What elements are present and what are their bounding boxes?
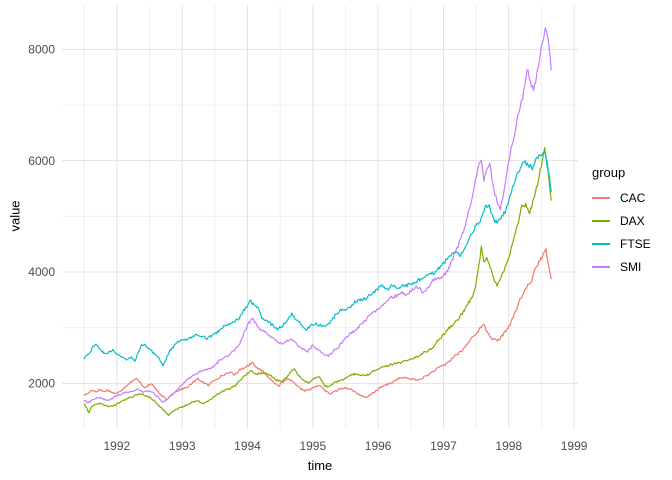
- series-line-ftse: [83, 151, 552, 367]
- y-tick-label: 6000: [28, 154, 55, 168]
- x-tick-label: 1999: [561, 439, 588, 453]
- legend-item-smi: SMI: [592, 255, 651, 278]
- legend-key-line-dax: [592, 219, 610, 222]
- x-tick-label: 1994: [234, 439, 261, 453]
- x-tick-label: 1992: [104, 439, 131, 453]
- legend-item-dax: DAX: [592, 209, 651, 232]
- panel-grid-minor: [62, 5, 578, 429]
- legend-items: CAC DAX FTSE SMI: [592, 186, 651, 278]
- legend-title: group: [592, 165, 626, 180]
- x-tick-label: 1993: [169, 439, 196, 453]
- series-line-cac: [83, 248, 552, 401]
- y-tick-label: 8000: [28, 43, 55, 57]
- y-axis-title: value: [7, 200, 23, 232]
- x-tick-label: 1996: [365, 439, 392, 453]
- legend-key-line-ftse: [592, 242, 610, 245]
- panel-grid-major: [62, 5, 578, 429]
- x-axis-title: time: [307, 458, 333, 473]
- legend-key-line-cac: [592, 196, 610, 199]
- legend-label-cac: CAC: [620, 190, 646, 205]
- legend-label-dax: DAX: [620, 213, 645, 228]
- x-tick-label: 1998: [495, 439, 522, 453]
- legend-item-ftse: FTSE: [592, 232, 651, 255]
- axis-tick-labels: 1992 1993 1994 1995 1996 1997 1998 1999 2000 4000…: [28, 43, 587, 453]
- y-tick-label: 4000: [28, 265, 55, 279]
- x-tick-label: 1997: [430, 439, 457, 453]
- legend-key-line-smi: [592, 265, 610, 268]
- y-tick-label: 2000: [28, 377, 55, 391]
- legend-label-ftse: FTSE: [620, 236, 651, 251]
- legend: group CAC DAX FTSE SMI: [592, 165, 651, 278]
- legend-label-smi: SMI: [620, 259, 642, 274]
- series-line-smi: [83, 27, 552, 404]
- x-tick-label: 1995: [299, 439, 326, 453]
- series-line-dax: [83, 147, 552, 417]
- legend-item-cac: CAC: [592, 186, 651, 209]
